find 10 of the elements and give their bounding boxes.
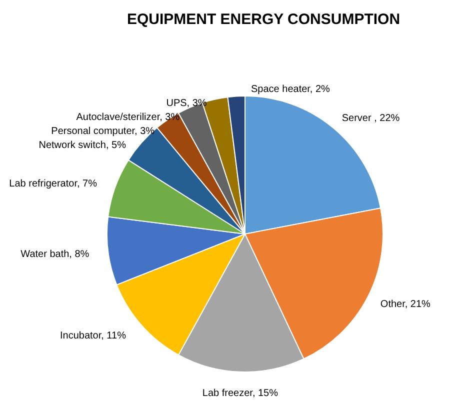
slice-label: Server , 22%: [342, 112, 400, 124]
slice-label: Water bath, 8%: [20, 249, 90, 260]
slice-label: Lab freezer, 15%: [202, 388, 278, 399]
chart-title: EQUIPMENT ENERGY CONSUMPTION: [126, 11, 400, 28]
slice-label: Lab refrigerator, 7%: [9, 178, 98, 190]
slice-label: Other, 21%: [380, 299, 431, 310]
slice-label: Incubator, 11%: [60, 330, 126, 342]
slice-label: Network switch, 5%: [38, 140, 126, 151]
slice-label: Space heater, 2%: [251, 84, 330, 95]
slice-label: Personal computer, 3%: [51, 126, 155, 137]
